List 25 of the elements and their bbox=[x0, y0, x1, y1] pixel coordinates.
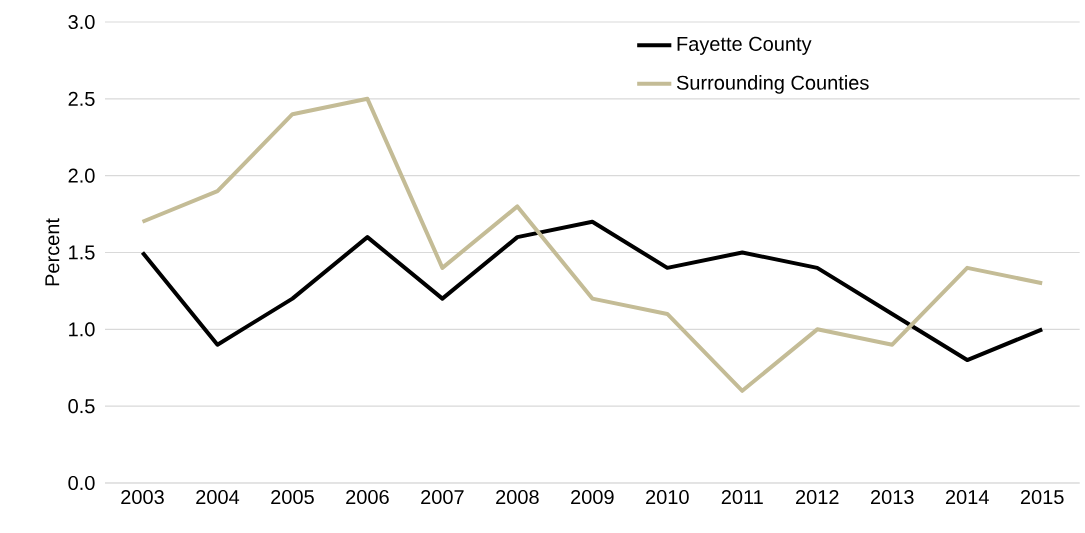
x-tick-label: 2011 bbox=[721, 489, 763, 505]
x-tick-label: 2015 bbox=[1020, 489, 1064, 505]
x-tick-label: 2009 bbox=[571, 489, 614, 505]
x-tick-label: 2014 bbox=[945, 489, 989, 505]
x-tick-label: 2010 bbox=[646, 489, 689, 505]
x-tick-label: 2013 bbox=[871, 489, 914, 505]
y-tick-label: 2.5 bbox=[68, 91, 95, 106]
x-tick-label: 2007 bbox=[421, 489, 464, 505]
x-tick-label: 2003 bbox=[121, 489, 164, 505]
x-tick-label: 2008 bbox=[496, 489, 539, 505]
legend-label: Fayette County bbox=[677, 36, 812, 55]
y-tick-label: 3.0 bbox=[68, 14, 95, 30]
y-tick-label: 0.5 bbox=[68, 399, 95, 414]
legend-label: Surrounding Counties bbox=[676, 75, 869, 94]
y-tick-label: 1.0 bbox=[69, 322, 95, 337]
y-tick-label: 0.0 bbox=[68, 475, 95, 491]
y-tick-label: 1.5 bbox=[69, 245, 95, 260]
y-axis-title: Percent bbox=[45, 218, 60, 286]
x-tick-label: 2005 bbox=[271, 489, 314, 505]
y-tick-label: 2.0 bbox=[68, 168, 95, 183]
x-tick-label: 2004 bbox=[196, 489, 240, 505]
line-series bbox=[140, 219, 1045, 363]
line-series bbox=[140, 96, 1045, 393]
x-tick-label: 2012 bbox=[796, 489, 839, 505]
x-tick-label: 2006 bbox=[346, 489, 389, 505]
